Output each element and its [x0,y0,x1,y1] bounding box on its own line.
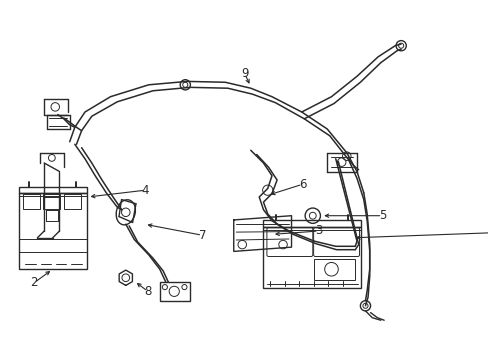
Bar [19,193,86,269]
Text: 7: 7 [198,229,205,242]
Text: 3: 3 [314,225,322,238]
Bar [263,220,361,227]
Text: 6: 6 [298,178,305,191]
Text: 4: 4 [142,184,149,197]
Bar [160,282,189,301]
Bar [263,227,361,288]
Text: 9: 9 [241,67,248,80]
Bar [314,259,355,280]
Bar [19,187,86,193]
Bar [43,194,60,209]
Text: 2: 2 [30,276,38,289]
Circle shape [122,208,130,217]
Bar [23,194,40,209]
Bar [63,194,81,209]
Text: 5: 5 [378,209,386,222]
Text: 8: 8 [144,285,151,298]
